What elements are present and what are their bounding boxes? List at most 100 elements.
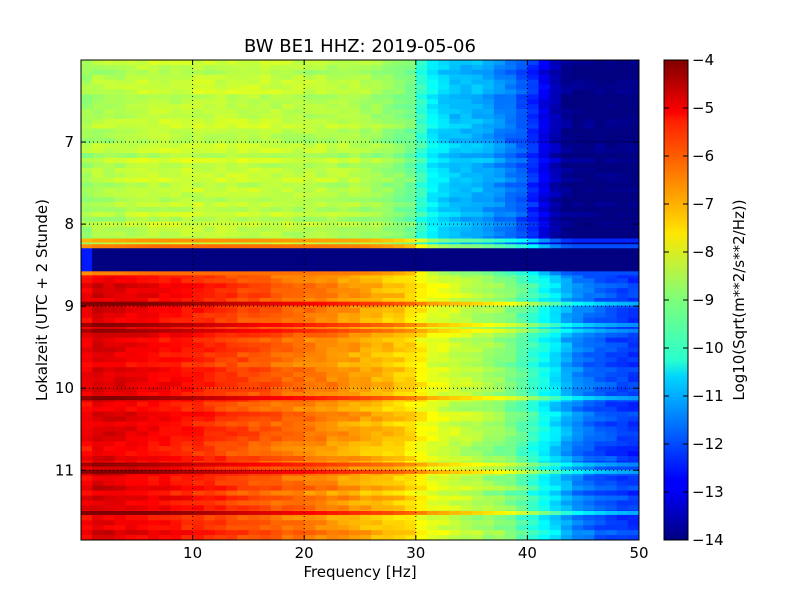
heatmap-cell: [449, 84, 462, 91]
heatmap-cell: [371, 441, 383, 447]
heatmap-cell: [438, 99, 450, 105]
heatmap-cell: [103, 187, 116, 193]
heatmap-cell: [538, 246, 551, 252]
heatmap-cell: [560, 283, 573, 289]
heatmap-cell: [259, 128, 272, 135]
heatmap-cell: [103, 485, 116, 492]
heatmap-cell: [505, 456, 517, 462]
heatmap-cell: [214, 143, 227, 149]
heatmap-cell: [203, 113, 216, 120]
heatmap-cell: [147, 202, 160, 208]
heatmap-cell: [125, 123, 138, 130]
heatmap-cell: [572, 520, 584, 526]
heatmap-cell: [449, 153, 462, 159]
heatmap-cell: [147, 426, 160, 432]
heatmap-cell: [114, 128, 127, 135]
heatmap-line: [125, 244, 138, 249]
heatmap-cell: [449, 148, 462, 154]
heatmap-cell: [114, 357, 127, 363]
heatmap-cell: [214, 113, 227, 120]
heatmap-cell: [293, 60, 305, 66]
heatmap-cell: [449, 128, 462, 135]
heatmap-cell: [92, 143, 104, 149]
heatmap-cell: [326, 416, 339, 423]
heatmap-cell: [616, 221, 629, 228]
heatmap-cell: [226, 500, 238, 507]
heatmap-cell: [337, 475, 350, 482]
heatmap-cell: [415, 69, 428, 76]
heatmap-cell: [270, 283, 283, 289]
heatmap-cell: [181, 118, 194, 125]
heatmap-cell: [560, 357, 573, 363]
heatmap-cell: [482, 485, 495, 492]
heatmap-cell: [248, 74, 261, 81]
heatmap-cell: [426, 113, 439, 120]
heatmap-cell: [92, 172, 104, 179]
heatmap-cell: [214, 441, 227, 447]
heatmap-cell: [594, 465, 607, 472]
heatmap-cell: [426, 312, 439, 319]
heatmap-cell: [203, 109, 216, 115]
heatmap-line: [159, 238, 171, 243]
heatmap-cell: [103, 143, 116, 149]
heatmap-cell: [92, 79, 104, 86]
heatmap-cell: [360, 485, 372, 492]
heatmap-cell: [270, 377, 283, 383]
heatmap-cell: [259, 158, 272, 164]
heatmap-cell: [270, 64, 283, 71]
heatmap-cell: [181, 259, 194, 265]
heatmap-cell: [159, 273, 171, 279]
heatmap-cell: [348, 250, 361, 256]
heatmap-cell: [471, 94, 484, 100]
heatmap-cell: [360, 211, 372, 218]
heatmap-cell: [516, 406, 528, 413]
heatmap-cell: [560, 128, 573, 135]
heatmap-line: [259, 238, 272, 243]
heatmap-cell: [270, 202, 283, 208]
heatmap-cell: [214, 317, 227, 324]
heatmap-cell: [81, 535, 93, 540]
heatmap-cell: [270, 367, 283, 373]
heatmap-cell: [516, 283, 528, 289]
heatmap-cell: [594, 347, 607, 353]
heatmap-cell: [449, 416, 462, 423]
heatmap-cell: [270, 197, 283, 203]
heatmap-cell: [270, 79, 283, 86]
heatmap-cell: [594, 123, 607, 130]
heatmap-line: [471, 238, 484, 243]
heatmap-cell: [281, 495, 294, 502]
heatmap-cell: [415, 250, 428, 256]
heatmap-cell: [270, 138, 283, 144]
heatmap-cell: [426, 352, 439, 358]
heatmap-cell: [293, 153, 305, 159]
heatmap-cell: [203, 480, 216, 487]
heatmap-cell: [125, 231, 138, 238]
heatmap-cell: [136, 421, 149, 428]
heatmap-cell: [214, 446, 227, 452]
heatmap-cell: [304, 74, 316, 81]
heatmap-cell: [482, 421, 495, 428]
heatmap-cell: [627, 278, 639, 284]
heatmap-cell: [147, 377, 160, 383]
heatmap-cell: [315, 317, 328, 324]
heatmap-cell: [181, 60, 194, 66]
heatmap-cell: [493, 535, 506, 540]
heatmap-cell: [572, 530, 584, 536]
heatmap-cell: [159, 475, 171, 482]
heatmap-cell: [315, 485, 328, 492]
heatmap-cell: [371, 197, 383, 203]
heatmap-cell: [159, 485, 171, 492]
heatmap-cell: [616, 416, 629, 423]
heatmap-cell: [482, 377, 495, 383]
heatmap-cell: [326, 465, 339, 472]
heatmap-cell: [326, 128, 339, 135]
heatmap-cell: [393, 278, 406, 284]
heatmap-cell: [281, 490, 294, 497]
heatmap-cell: [449, 332, 462, 339]
heatmap-cell: [360, 495, 372, 502]
heatmap-cell: [415, 259, 428, 265]
heatmap-cell: [237, 89, 249, 95]
heatmap-cell: [616, 525, 629, 531]
heatmap-cell: [471, 421, 484, 428]
heatmap-cell: [627, 372, 639, 378]
